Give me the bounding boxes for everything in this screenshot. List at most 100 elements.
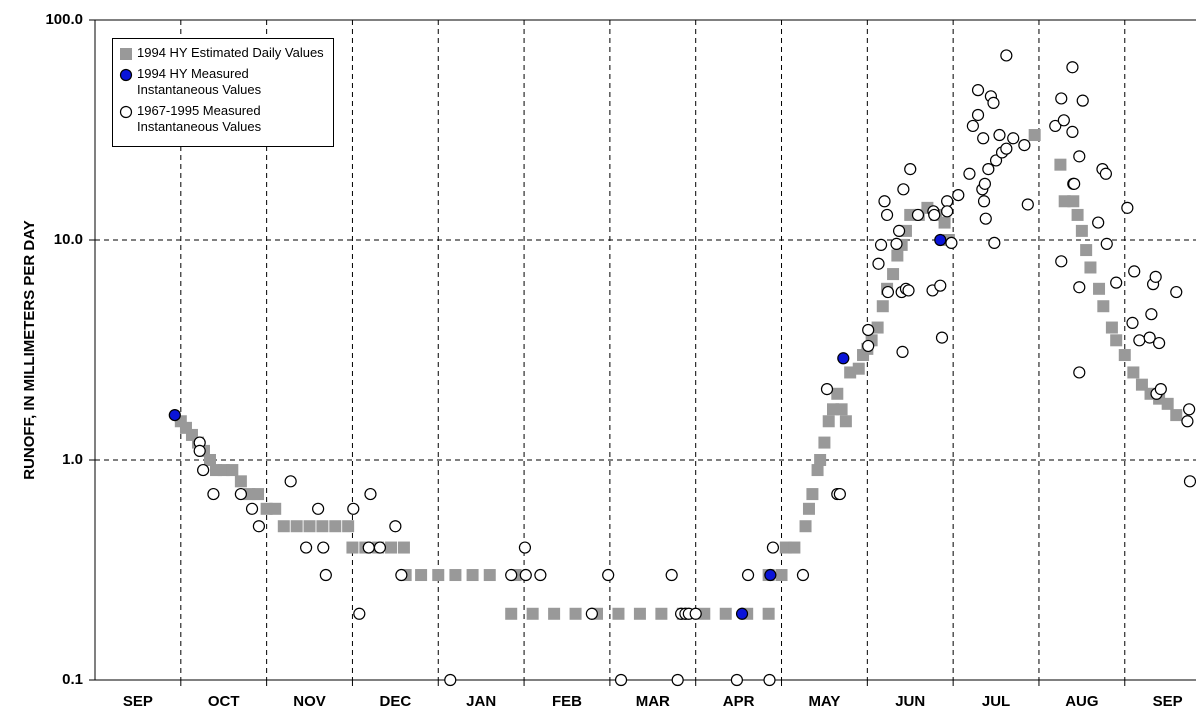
data-point bbox=[766, 541, 780, 554]
data-point bbox=[987, 96, 1000, 109]
data-point bbox=[897, 183, 910, 196]
data-point bbox=[373, 541, 387, 554]
data-point bbox=[977, 132, 990, 145]
legend-marker bbox=[120, 48, 132, 60]
data-point bbox=[1076, 94, 1089, 107]
data-point bbox=[941, 195, 954, 208]
data-point bbox=[534, 568, 547, 582]
data-point bbox=[1068, 177, 1081, 190]
data-point bbox=[290, 520, 303, 533]
data-point bbox=[730, 673, 743, 687]
data-point bbox=[569, 607, 582, 620]
data-point bbox=[978, 177, 991, 190]
data-point bbox=[876, 300, 889, 313]
data-point bbox=[1066, 61, 1079, 74]
data-point bbox=[329, 520, 342, 533]
data-point bbox=[1149, 270, 1162, 283]
data-point bbox=[806, 488, 819, 501]
y-tick-label: 10.0 bbox=[54, 231, 83, 248]
data-point bbox=[993, 128, 1006, 142]
data-point bbox=[1055, 92, 1068, 105]
data-point bbox=[788, 541, 801, 554]
x-tick-label: NOV bbox=[293, 693, 326, 710]
data-point bbox=[1152, 336, 1166, 350]
data-point bbox=[389, 520, 402, 533]
data-point bbox=[814, 454, 827, 466]
data-point bbox=[347, 502, 360, 515]
data-point bbox=[982, 163, 995, 176]
data-point bbox=[928, 208, 941, 222]
data-point bbox=[1110, 276, 1123, 289]
data-point bbox=[1100, 237, 1113, 251]
data-point bbox=[941, 205, 954, 218]
data-point bbox=[466, 569, 479, 582]
data-point bbox=[1128, 265, 1141, 278]
data-point bbox=[934, 233, 947, 247]
legend-marker bbox=[119, 68, 133, 82]
data-point bbox=[1154, 383, 1167, 396]
data-point bbox=[802, 502, 815, 515]
data-point bbox=[119, 68, 133, 82]
data-point bbox=[989, 154, 1003, 167]
data-point bbox=[234, 475, 247, 488]
data-point bbox=[833, 487, 846, 501]
data-point bbox=[1105, 321, 1118, 334]
data-point bbox=[483, 569, 496, 582]
x-tick-label: SEP bbox=[123, 693, 153, 710]
legend-label: 1994 HY Measured Instantaneous Values bbox=[137, 66, 262, 97]
data-point bbox=[120, 48, 132, 60]
data-point bbox=[698, 607, 711, 620]
legend-marker bbox=[119, 105, 133, 119]
data-point bbox=[1092, 216, 1105, 229]
data-point bbox=[671, 673, 684, 687]
data-point bbox=[1054, 158, 1067, 171]
data-point bbox=[226, 464, 239, 477]
data-point bbox=[1071, 208, 1084, 221]
data-point bbox=[689, 607, 702, 620]
data-point bbox=[775, 569, 788, 582]
data-point bbox=[614, 673, 628, 687]
x-tick-label: AUG bbox=[1065, 693, 1098, 710]
data-point bbox=[245, 502, 259, 515]
data-point bbox=[119, 105, 133, 119]
data-point bbox=[1018, 138, 1031, 152]
data-point bbox=[1093, 282, 1106, 295]
legend-item: 1994 HY Estimated Daily Values bbox=[119, 45, 329, 61]
data-point bbox=[911, 208, 925, 222]
data-point bbox=[1135, 378, 1148, 391]
data-point bbox=[763, 673, 776, 687]
data-point bbox=[764, 568, 777, 582]
data-point bbox=[1000, 49, 1013, 62]
data-point bbox=[655, 607, 668, 620]
data-point bbox=[892, 224, 906, 237]
data-point bbox=[963, 167, 976, 180]
data-point bbox=[342, 520, 355, 533]
data-point bbox=[317, 541, 330, 554]
data-point bbox=[891, 249, 904, 262]
legend-label: 1994 HY Estimated Daily Values bbox=[137, 45, 324, 60]
data-point bbox=[1007, 132, 1020, 145]
data-point bbox=[1118, 349, 1131, 362]
data-point bbox=[1073, 281, 1086, 294]
data-point bbox=[979, 212, 992, 225]
data-point bbox=[902, 284, 915, 297]
data-point bbox=[449, 569, 462, 582]
data-point bbox=[831, 387, 844, 400]
data-point bbox=[612, 607, 625, 620]
legend-item: 1967-1995 Measured Instantaneous Values bbox=[119, 103, 329, 135]
y-tick-label: 100.0 bbox=[45, 11, 83, 28]
data-point bbox=[938, 216, 951, 229]
data-point bbox=[193, 444, 206, 457]
data-point bbox=[397, 541, 410, 554]
data-point bbox=[852, 362, 865, 375]
data-point bbox=[312, 502, 325, 515]
data-point bbox=[203, 454, 216, 466]
data-point bbox=[1145, 308, 1158, 321]
data-point bbox=[977, 195, 991, 208]
data-point bbox=[741, 568, 755, 582]
data-point bbox=[269, 502, 282, 515]
data-point bbox=[822, 415, 835, 428]
x-tick-label: JAN bbox=[466, 693, 496, 710]
data-point bbox=[799, 520, 812, 533]
